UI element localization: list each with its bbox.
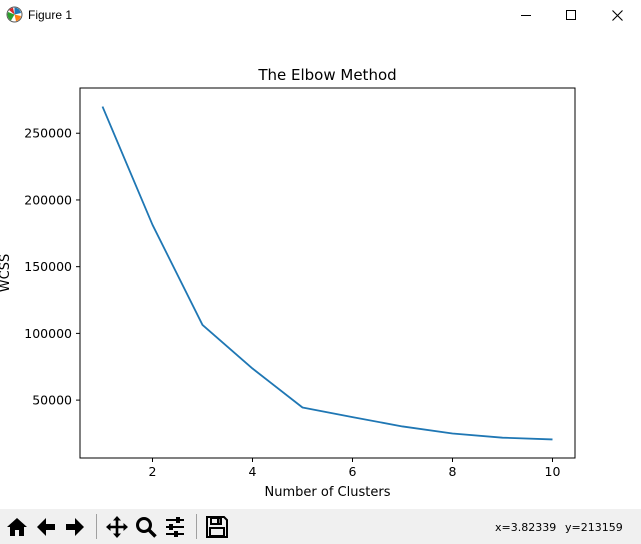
maximize-icon [566, 10, 576, 20]
magnifier-icon [135, 516, 157, 538]
y-tick-label: 200000 [24, 192, 72, 207]
y-tick-label: 100000 [24, 326, 72, 341]
configure-subplots-button[interactable] [161, 513, 188, 540]
minimize-icon [521, 15, 531, 16]
close-icon [611, 9, 623, 21]
minimize-button[interactable] [503, 0, 549, 30]
x-tick-label: 8 [449, 464, 457, 479]
zoom-button[interactable] [132, 513, 159, 540]
matplotlib-figure-icon [6, 6, 23, 23]
window-title: Figure 1 [28, 8, 73, 22]
x-tick-label: 10 [545, 464, 561, 479]
toolbar-separator [196, 514, 197, 539]
close-button[interactable] [594, 0, 640, 30]
x-tick-label: 4 [249, 464, 257, 479]
y-tick-label: 150000 [24, 259, 72, 274]
x-tick-label: 2 [149, 464, 157, 479]
sliders-icon [165, 516, 184, 537]
cursor-x-readout: x=3.82339 [495, 521, 557, 534]
move-icon [105, 515, 128, 538]
x-axis-label: Number of Clusters [265, 485, 391, 500]
figure-canvas[interactable]: The Elbow Method 2 4 6 8 10 50000 100000 150000 2… [0, 30, 641, 509]
forward-button[interactable] [61, 513, 88, 540]
arrow-left-icon [36, 517, 55, 536]
arrow-right-icon [65, 517, 84, 536]
home-icon [6, 517, 27, 536]
save-button[interactable] [203, 513, 230, 540]
pan-button[interactable] [103, 513, 130, 540]
navigation-toolbar: x=3.82339 y=213159 [0, 509, 641, 544]
floppy-disk-icon [205, 515, 228, 538]
axes-frame [79, 87, 576, 459]
back-button[interactable] [32, 513, 59, 540]
chart-title: The Elbow Method [257, 66, 396, 84]
toolbar-separator [96, 514, 97, 539]
y-tick-label: 50000 [32, 393, 72, 408]
y-tick-label: 250000 [24, 126, 72, 141]
x-tick-label: 6 [349, 464, 357, 479]
maximize-button[interactable] [548, 0, 594, 30]
y-axis-label: WCSS [0, 254, 13, 292]
series-line [101, 106, 553, 441]
window-titlebar: Figure 1 [0, 0, 641, 30]
cursor-y-readout: y=213159 [565, 521, 623, 534]
home-button[interactable] [3, 513, 30, 540]
elbow-chart: The Elbow Method 2 4 6 8 10 50000 100000 150000 2… [0, 66, 576, 500]
